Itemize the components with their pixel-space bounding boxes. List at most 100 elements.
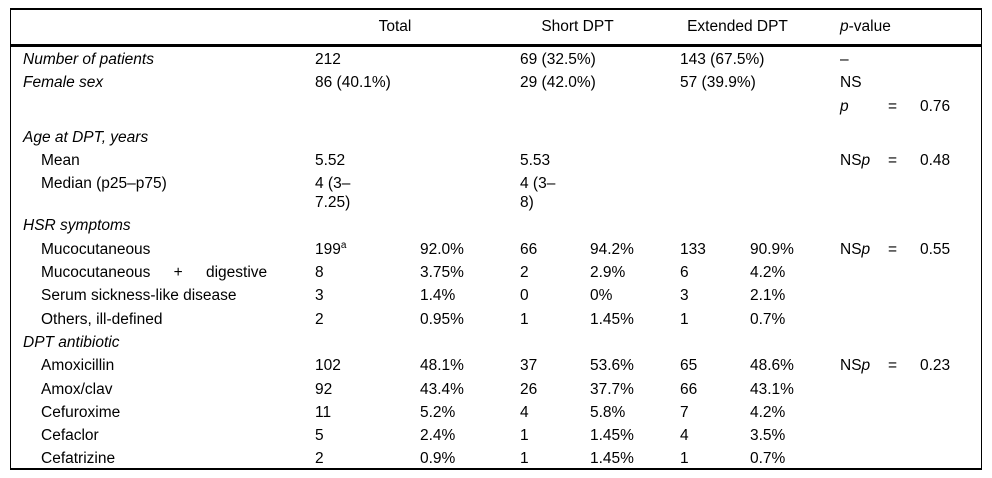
table-row: Mucocutaneous 199a 92.0% 66 94.2% 133 90.9% NSp… <box>11 238 981 261</box>
table-body: Number of patients 212 69 (32.5%) 143 (67.5… <box>11 47 981 471</box>
cell-short-n: 1 <box>520 310 529 328</box>
p-value-text: NS <box>840 74 862 92</box>
cell-total-n <box>315 126 420 149</box>
cell-p-value <box>840 174 981 212</box>
col-header-short-dpt: Short DPT <box>541 18 614 35</box>
cell-extended-n <box>680 126 750 149</box>
cell-short-n: 69 (32.5%) <box>520 51 596 68</box>
cell-short-pct <box>590 149 680 172</box>
row-label: Mean <box>41 152 80 170</box>
row-label <box>11 95 315 118</box>
cell-extended-pct <box>750 126 840 149</box>
cell-total-n: 2 <box>315 310 324 328</box>
cell-short-n: 4 (3– 8) <box>520 175 556 212</box>
row-label: Median (p25–p75) <box>41 175 167 193</box>
cell-short-n: 1 <box>520 450 529 468</box>
p-value-text: NS <box>840 240 862 258</box>
cell-total-pct: 1.4% <box>420 287 456 305</box>
p-value-text: – <box>840 51 849 68</box>
cell-extended-n: 133 <box>680 240 706 258</box>
row-label: Cefatrizine <box>41 450 116 468</box>
cell-short-n: 66 <box>520 240 538 258</box>
cell-p-value <box>840 284 981 307</box>
cell-total-pct <box>420 48 520 71</box>
cell-total-n: 102 <box>315 357 341 375</box>
cell-short-pct: 1.45% <box>590 427 634 445</box>
cell-short-n: 0 <box>520 287 529 305</box>
cell-total-pct: 5.2% <box>420 403 456 421</box>
cell-extended-n <box>680 149 750 172</box>
cell-p-value <box>840 261 981 284</box>
table-row: Mean 5.52 5.53 NSp = 0.48 <box>11 149 981 172</box>
cell-extended-pct <box>750 331 840 354</box>
cell-extended-n: 6 <box>680 264 689 282</box>
clinical-characteristics-table: Total Short DPT Extended DPT p-value Num… <box>10 8 982 470</box>
cell-short-pct <box>590 71 680 94</box>
cell-total-n <box>315 214 420 237</box>
p-number: 0.76 <box>920 97 951 115</box>
cell-p-value <box>840 378 981 401</box>
cell-short-pct: 5.8% <box>590 403 626 421</box>
cell-extended-n: 65 <box>680 357 698 375</box>
p-value-text: NS <box>840 357 862 375</box>
cell-p-value: NS <box>840 71 981 94</box>
table-row: Cefaclor 5 2.4% 1 1.45% 4 3.5% <box>11 424 981 447</box>
cell-extended-pct: 43.1% <box>750 380 794 398</box>
cell-short-pct: 2.9% <box>590 264 626 282</box>
table-row: p = 0.76 <box>11 95 981 118</box>
cell-extended-pct: 2.1% <box>750 287 786 305</box>
cell-total-pct <box>420 126 520 149</box>
table-row: Mucocutaneous + digestive 8 3.75% 2 2.9% 6 4.2… <box>11 261 981 284</box>
cell-extended-pct: 48.6% <box>750 357 794 375</box>
cell-extended-n: 1 <box>680 450 689 468</box>
col-header-p-value: p-value <box>840 18 981 36</box>
cell-short-pct: 1.45% <box>590 450 634 468</box>
table-row: Others, ill-defined 2 0.95% 1 1.45% 1 0.7% <box>11 308 981 331</box>
cell-p-value <box>840 308 981 331</box>
table-row: Number of patients 212 69 (32.5%) 143 (67.5… <box>11 48 981 71</box>
cell-total-n: 2 <box>315 450 324 468</box>
cell-short-n: 26 <box>520 380 538 398</box>
cell-short-n: 37 <box>520 357 538 375</box>
cell-extended-n: 66 <box>680 380 698 398</box>
cell-short-n: 4 <box>520 403 529 421</box>
cell-total-n: 5 <box>315 427 324 445</box>
cell-p-value <box>840 447 981 470</box>
cell-extended-pct: 0.7% <box>750 310 786 328</box>
cell-total-n: 11 <box>315 403 332 421</box>
cell-total-n: 92 <box>315 380 333 398</box>
table-row: Age at DPT, years <box>11 126 981 149</box>
p-number: 0.55 <box>920 240 951 258</box>
cell-total-pct <box>420 214 520 237</box>
equals-sign: = <box>888 240 898 258</box>
cell-extended-pct: 3.5% <box>750 427 786 445</box>
cell-total-pct: 43.4% <box>420 380 464 398</box>
cell-total-pct: 0.95% <box>420 310 464 328</box>
footnote-superscript: a <box>340 239 347 251</box>
cell-extended-pct: 0.7% <box>750 450 786 468</box>
cell-extended-n <box>680 331 750 354</box>
cell-p-value: p = 0.76 <box>840 95 981 118</box>
table-row: Female sex 86 (40.1%) 29 (42.0%) 57 (39.9%)… <box>11 71 981 94</box>
cell-p-value <box>840 214 981 237</box>
row-label: Cefaclor <box>41 427 99 445</box>
row-label: Mucocutaneous + digestive <box>41 264 268 282</box>
cell-extended-n <box>680 214 750 237</box>
cell-p-value <box>840 126 981 149</box>
cell-short-n: 1 <box>520 427 529 445</box>
cell-total-n: 5.52 <box>315 152 346 170</box>
table-row: HSR symptoms <box>11 214 981 237</box>
cell-extended-pct <box>750 174 840 212</box>
cell-extended-pct <box>750 71 840 94</box>
row-label: Age at DPT, years <box>23 128 149 146</box>
cell-short-n <box>520 95 590 118</box>
cell-short-pct <box>590 174 680 212</box>
cell-total-n <box>315 95 420 118</box>
cell-p-value <box>840 424 981 447</box>
cell-total-n: 3 <box>315 287 324 305</box>
p-symbol: p <box>861 357 871 375</box>
p-number: 0.23 <box>920 357 951 375</box>
cell-short-pct <box>590 331 680 354</box>
cell-total-pct <box>420 174 520 212</box>
cell-extended-pct <box>750 95 840 118</box>
